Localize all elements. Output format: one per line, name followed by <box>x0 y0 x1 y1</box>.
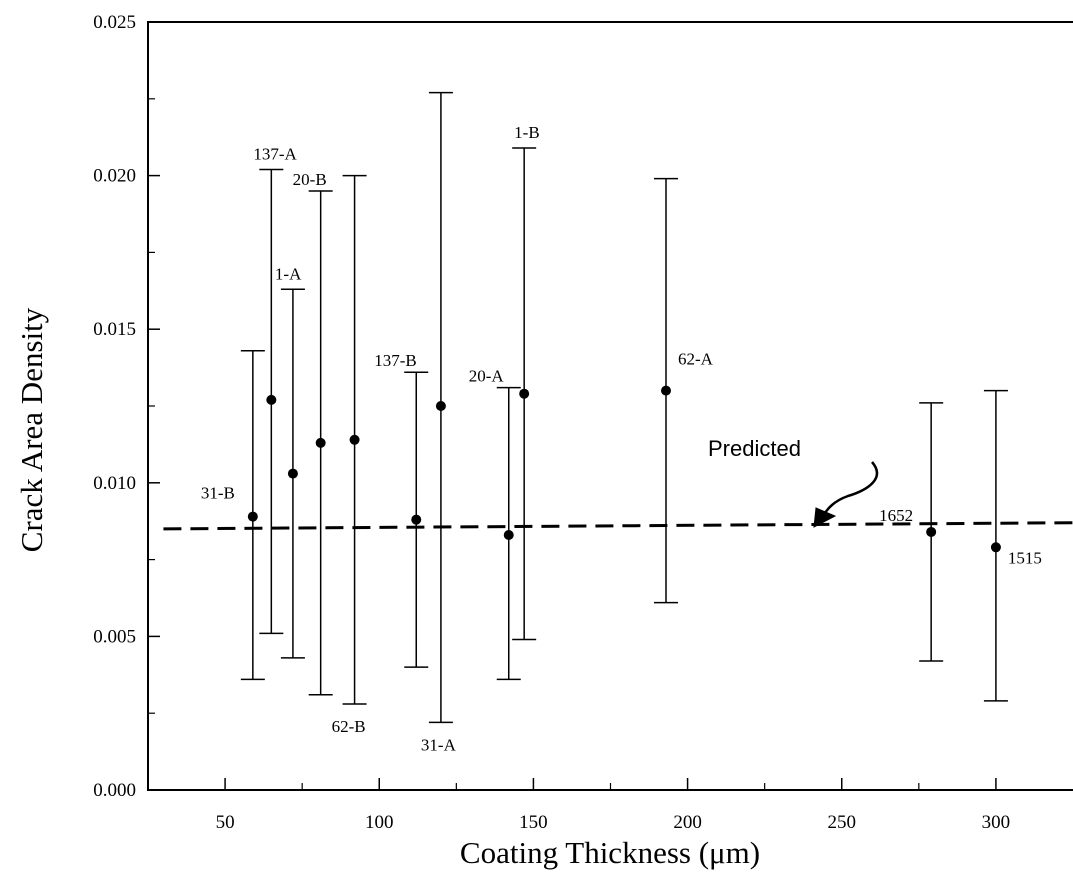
axes-layer: 0.000 0.005 0.010 0.015 0.020 0.025 50 100 150 20… <box>93 12 1010 833</box>
y-tick-label: 0.025 <box>93 12 136 33</box>
y-tick-label: 0.010 <box>93 473 136 494</box>
data-point <box>349 434 360 445</box>
data-point-label: 1652 <box>879 506 913 525</box>
data-point <box>990 542 1001 553</box>
data-point-label: 1515 <box>1008 548 1042 567</box>
data-point-label: 1-B <box>514 123 540 142</box>
data-point <box>661 385 671 396</box>
x-tick-label: 50 <box>216 812 235 833</box>
data-point-label: 31-B <box>201 484 235 503</box>
data-point <box>247 511 258 522</box>
data-point <box>435 401 446 411</box>
y-tick-label: 0.020 <box>93 166 136 187</box>
x-tick-label: 150 <box>519 812 548 833</box>
y-tick-label: 0.015 <box>93 319 136 340</box>
data-point <box>519 388 530 399</box>
y-tick-label: 0.005 <box>93 626 136 647</box>
data-point-label: 137-A <box>253 144 297 163</box>
data-point-label: 137-B <box>374 351 417 370</box>
data-point <box>503 530 514 541</box>
data-point <box>926 526 937 537</box>
data-point <box>411 514 422 525</box>
y-axis-title: Crack Area Density <box>14 307 49 552</box>
x-tick-label: 300 <box>982 812 1011 833</box>
data-point-label: 62-A <box>678 350 714 369</box>
predicted-arrow-shaft <box>820 461 879 518</box>
x-axis-title: Coating Thickness (μm) <box>460 835 760 870</box>
data-point <box>287 468 298 479</box>
data-point-label: 20-B <box>293 170 327 189</box>
plot-frame <box>147 21 1073 791</box>
predicted-label: Predicted <box>708 436 801 461</box>
data-point <box>266 394 277 405</box>
x-tick-label: 250 <box>828 812 857 833</box>
data-point-label: 62-B <box>332 717 366 736</box>
series-layer: Predicted 31-B 137-A 1-A 20-B 62-B 137-B 31-A 20… <box>163 91 1073 754</box>
predicted-arrow-head <box>813 507 837 528</box>
y-tick-label: 0.000 <box>93 780 136 801</box>
data-point-label: 1-A <box>275 264 302 283</box>
x-tick-label: 200 <box>673 812 702 833</box>
data-point-label: 20-A <box>469 367 505 386</box>
data-point <box>315 437 326 448</box>
data-point-label: 31-A <box>421 735 457 754</box>
predicted-line <box>163 521 1073 531</box>
x-tick-label: 100 <box>365 812 394 833</box>
